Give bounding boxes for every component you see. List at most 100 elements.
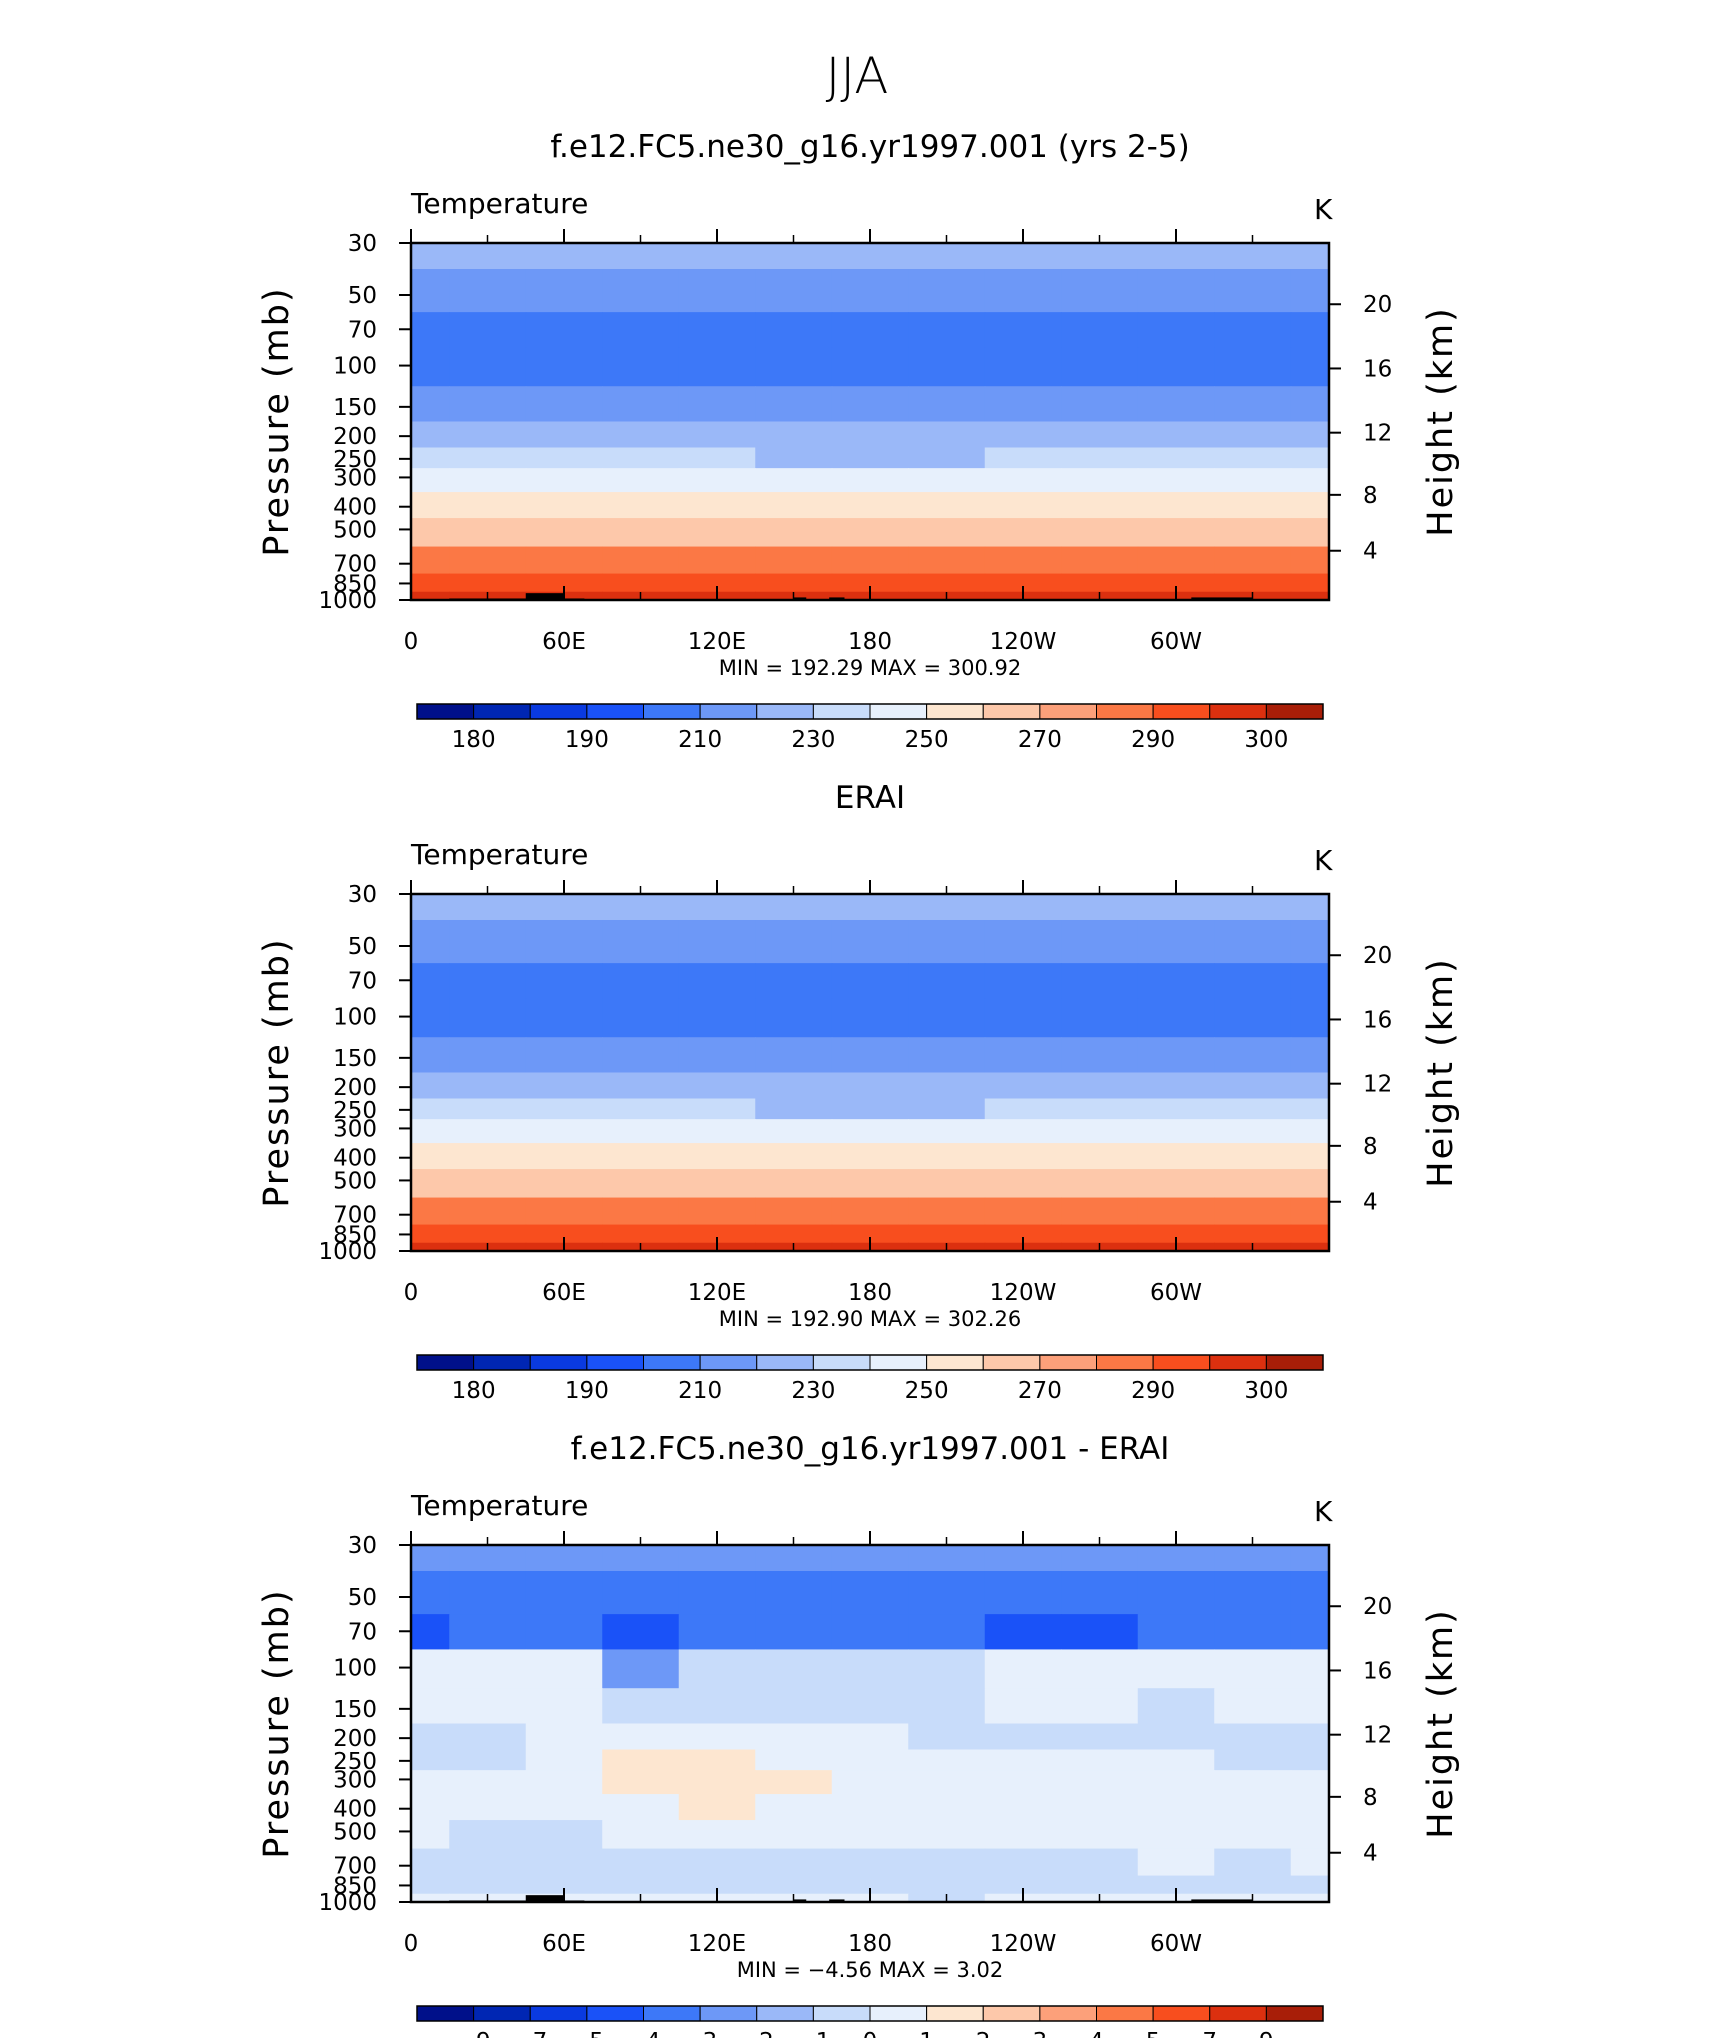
heatmap-cell [678, 386, 756, 423]
colorbar-label: 250 [905, 1378, 949, 1404]
heatmap-cell [755, 1143, 833, 1170]
heatmap-cell [1137, 1143, 1215, 1170]
heatmap-cell [1290, 998, 1330, 1038]
heatmap-cell [755, 1037, 833, 1074]
colorbar-box [529, 1354, 588, 1371]
colorbar-frame [416, 703, 1324, 720]
heatmap-cell [1137, 269, 1215, 313]
heatmap-cell [984, 1723, 1062, 1751]
topography-mask [829, 1899, 845, 1902]
x-tick-label: 60E [542, 629, 586, 655]
heatmap-cell [1061, 1749, 1139, 1771]
heatmap-cell [1061, 1875, 1139, 1895]
heatmap-cell [1137, 894, 1215, 921]
heatmap-cell [984, 269, 1062, 313]
colorbar-label: 1 [919, 2029, 934, 2038]
heatmap-cell [449, 1723, 527, 1751]
heatmap-cell [755, 421, 833, 449]
heatmap-cell [1290, 1893, 1330, 1903]
heatmap-cell [1061, 312, 1139, 349]
heatmap-cell [908, 243, 986, 270]
heatmap-cell [1137, 1169, 1215, 1199]
heatmap-cell [1290, 421, 1330, 449]
colorbar-label: −1 [796, 2029, 830, 2038]
heatmap-cell [678, 347, 756, 387]
heatmap-cell [1214, 1794, 1292, 1821]
topography-mask [793, 597, 807, 600]
heatmap-cell [755, 1688, 833, 1725]
heatmap-cell [411, 1749, 450, 1771]
heatmap-cell [1290, 1197, 1330, 1226]
heatmap-cell [1290, 447, 1330, 469]
colorbar-box [1265, 703, 1324, 720]
heatmap-cell [678, 518, 756, 548]
heatmap-cell [1137, 243, 1215, 270]
heatmap-cell [678, 1820, 756, 1850]
heatmap-cell [1214, 269, 1292, 313]
heatmap-cell [1061, 468, 1139, 493]
heatmap-cell [831, 1119, 909, 1144]
heatmap-cell [984, 1571, 1062, 1615]
heatmap-cell [908, 1875, 986, 1895]
heatmap-cell [525, 1749, 603, 1771]
colorbar-label: 270 [1018, 727, 1062, 753]
y-tick-label: 400 [333, 495, 377, 521]
heatmap-cell [831, 1224, 909, 1244]
heatmap-cell [525, 518, 603, 548]
y-tick-label: 1000 [318, 588, 377, 614]
heatmap-cell [411, 1224, 450, 1244]
heatmap-cell [1061, 546, 1139, 575]
colorbar-frame [416, 1354, 1324, 1371]
heatmap-cell [1061, 1723, 1139, 1751]
heatmap-cell [908, 1749, 986, 1771]
heatmap-cell [678, 1749, 756, 1771]
height-tick-label: 4 [1363, 1841, 1378, 1867]
heatmap-cell [1061, 492, 1139, 519]
heatmap-cell [984, 894, 1062, 921]
heatmap-cell [908, 1119, 986, 1144]
heatmap-cell [1290, 269, 1330, 313]
y-tick-label: 250 [333, 1749, 377, 1775]
heatmap-cell [831, 468, 909, 493]
heatmap-cell [1290, 347, 1330, 387]
heatmap-cell [984, 1749, 1062, 1771]
heatmap-cell [678, 998, 756, 1038]
heatmap-cell [755, 1169, 833, 1199]
heatmap-cell [984, 1098, 1062, 1120]
heatmap-cell [678, 1072, 756, 1100]
heatmap-cell [908, 1770, 986, 1795]
colorbar-box [869, 703, 928, 720]
heatmap-cell [411, 1848, 450, 1877]
heatmap-cell [1061, 518, 1139, 548]
heatmap-cell [449, 1143, 527, 1170]
heatmap-cell [449, 447, 527, 469]
heatmap-cell [1290, 1770, 1330, 1795]
heatmap-cell [831, 1688, 909, 1725]
heatmap-cell [678, 1197, 756, 1226]
heatmap-cell [908, 386, 986, 423]
y-tick-label: 100 [333, 1656, 377, 1682]
heatmap-cell [602, 963, 680, 1000]
heatmap-cell [1061, 1224, 1139, 1244]
heatmap-cell [984, 518, 1062, 548]
heatmap-cell [411, 1571, 450, 1615]
heatmap-cell [908, 269, 986, 313]
colorbar-box [756, 2005, 814, 2022]
heatmap-cell [411, 998, 450, 1038]
y-tick-label: 400 [333, 1797, 377, 1823]
panel-1: f.e12.FC5.ne30_g16.yr1997.001 (yrs 2-5) T… [257, 129, 1461, 753]
heatmap-cell [755, 1794, 833, 1821]
heatmap-cell [1137, 386, 1215, 423]
heatmap-cell [602, 421, 680, 449]
heatmap-cell [602, 347, 680, 387]
heatmap-cell [1137, 1749, 1215, 1771]
heatmap-cell [755, 468, 833, 493]
heatmap-cell [525, 546, 603, 575]
heatmap-cell [602, 998, 680, 1038]
heatmap-cell [449, 1848, 527, 1877]
y-axis-title: Pressure (mb) [257, 1588, 297, 1858]
heatmap-cell [1214, 1143, 1292, 1170]
heatmap-cell [908, 1072, 986, 1100]
heatmap-cell [678, 1143, 756, 1170]
heatmap-cell [1137, 1224, 1215, 1244]
